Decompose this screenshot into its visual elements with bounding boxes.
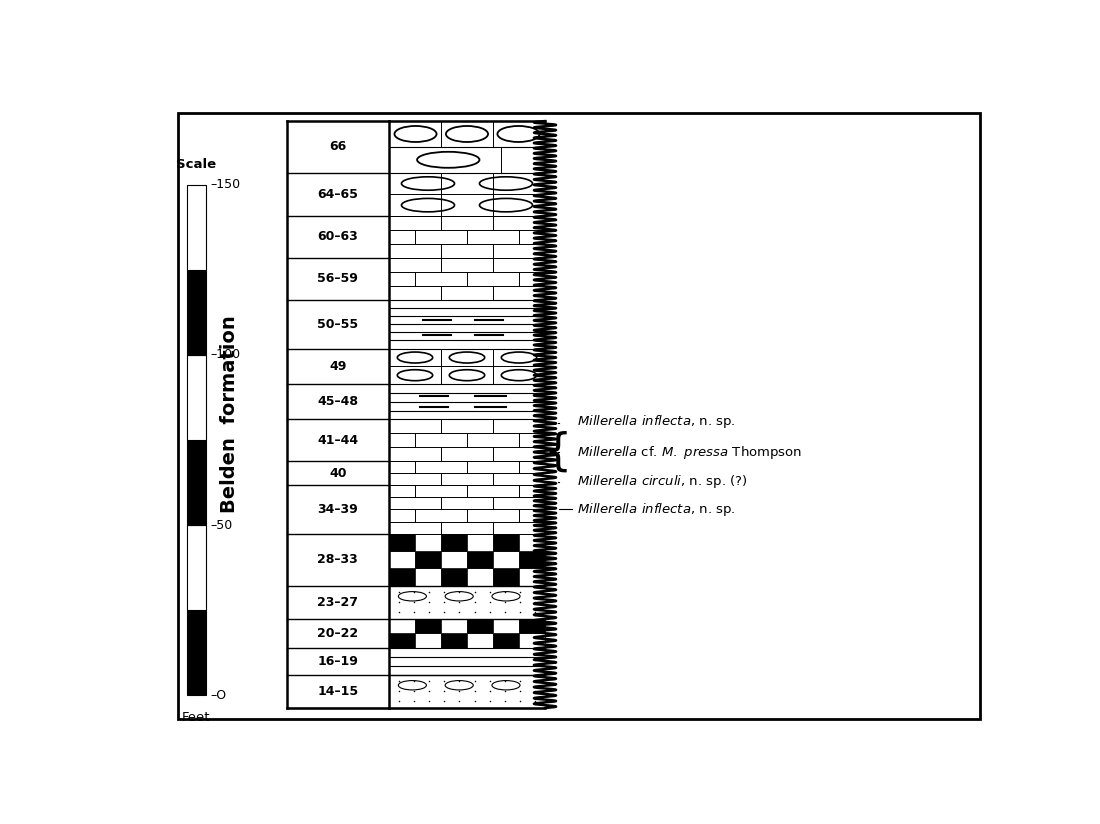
Ellipse shape [502,352,537,363]
Text: 45–48: 45–48 [317,396,359,408]
Bar [519,634,544,648]
Bar [415,634,441,648]
Bar [441,551,468,569]
Bar [519,619,544,634]
Bar [187,355,206,440]
Bar [468,534,493,551]
Ellipse shape [395,126,437,142]
Bar [519,534,544,551]
Bar [493,569,519,586]
Bar [519,551,544,569]
Text: 16–19: 16–19 [318,654,359,667]
Text: –50: –50 [211,518,233,531]
Bar [389,569,415,586]
Ellipse shape [402,177,454,190]
Text: 41–44: 41–44 [317,434,359,447]
Bar [415,551,441,569]
Text: Belden  formation: Belden formation [220,316,239,513]
Ellipse shape [492,681,520,690]
Bar [468,619,493,634]
Ellipse shape [446,681,473,690]
Bar [468,569,493,586]
Bar [389,551,415,569]
Text: 49: 49 [329,360,346,373]
Ellipse shape [398,681,427,690]
Text: –100: –100 [211,349,241,362]
Text: Scale: Scale [176,157,217,171]
Bar [441,534,468,551]
Text: 64–65: 64–65 [318,188,359,201]
Text: 66: 66 [329,140,346,153]
Bar [389,586,544,619]
Bar [493,619,519,634]
Bar [415,534,441,551]
Bar [187,269,206,355]
Text: 20–22: 20–22 [317,627,359,639]
Bar [389,619,415,634]
Bar [187,185,206,269]
Text: Feet: Feet [183,711,210,724]
Bar [468,551,493,569]
Text: –150: –150 [211,178,241,191]
Text: 50–55: 50–55 [317,317,359,330]
Ellipse shape [480,199,532,212]
Text: 34–39: 34–39 [318,503,359,516]
Bar [493,551,519,569]
Ellipse shape [417,152,480,168]
Ellipse shape [397,370,432,381]
Bar [389,534,415,551]
Bar [441,569,468,586]
Ellipse shape [446,126,488,142]
Bar [415,619,441,634]
Bar [389,675,544,708]
Text: $\mathit{Millerella\ inflecta}$, n. sp.: $\mathit{Millerella\ inflecta}$, n. sp. [576,413,735,430]
Ellipse shape [446,592,473,601]
Bar [389,634,415,648]
Ellipse shape [492,592,520,601]
Bar [493,534,519,551]
Ellipse shape [402,199,454,212]
Text: –O: –O [211,689,227,702]
Text: 23–27: 23–27 [317,596,359,609]
Text: 60–63: 60–63 [318,231,359,243]
Text: {: { [543,431,572,474]
Text: 14–15: 14–15 [317,685,359,698]
Text: 40: 40 [329,466,346,480]
Bar [441,619,468,634]
Text: $\mathit{Millerella\ circuli}$, n. sp. (?): $\mathit{Millerella\ circuli}$, n. sp. (… [576,473,747,490]
Ellipse shape [502,370,537,381]
Text: $\mathit{Millerella}$ cf. $\mathit{M.\ pressa}$ Thompson: $\mathit{Millerella}$ cf. $\mathit{M.\ p… [576,443,802,461]
Bar [187,611,206,695]
Ellipse shape [398,592,427,601]
Text: $\mathit{Millerella\ inflecta}$, n. sp.: $\mathit{Millerella\ inflecta}$, n. sp. [576,501,735,518]
Bar [468,634,493,648]
Ellipse shape [497,126,539,142]
Ellipse shape [449,352,485,363]
Bar [187,440,206,525]
Bar [441,634,468,648]
Bar [187,525,206,611]
Text: 28–33: 28–33 [318,553,359,566]
Text: 56–59: 56–59 [318,272,359,285]
Bar [519,569,544,586]
Bar [415,569,441,586]
Ellipse shape [397,352,432,363]
Ellipse shape [449,370,485,381]
Ellipse shape [480,177,532,190]
Bar [493,634,519,648]
